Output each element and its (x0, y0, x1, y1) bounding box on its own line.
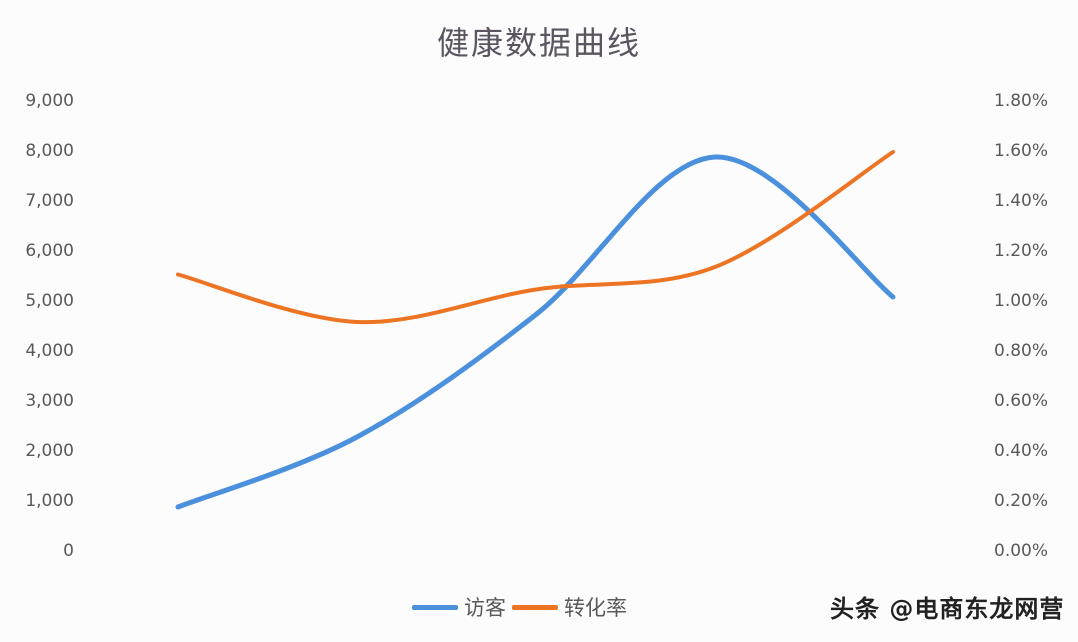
right-tick: 1.20% (994, 241, 1049, 261)
right-tick: 1.00% (994, 291, 1049, 311)
right-tick: 0.20% (994, 491, 1049, 511)
legend-swatch-visitors (412, 604, 458, 610)
left-tick: 5,000 (25, 291, 74, 311)
left-tick: 1,000 (25, 491, 74, 511)
legend-swatch-conversion (512, 604, 558, 610)
right-tick: 0.40% (994, 441, 1049, 461)
legend-item-visitors: 访客 (412, 592, 506, 622)
left-tick: 9,000 (25, 91, 74, 111)
legend-label: 访客 (464, 596, 506, 620)
right-tick: 1.40% (994, 191, 1049, 211)
left-tick: 3,000 (25, 391, 74, 411)
legend: 访客 转化率 (412, 592, 633, 622)
visitors-line (175, 154, 896, 510)
left-tick: 8,000 (25, 141, 74, 161)
watermark: 头条 @电商东龙网营 (830, 595, 1065, 623)
chart-title: 健康数据曲线 (436, 24, 641, 62)
right-tick: 0.00% (994, 541, 1049, 561)
right-tick: 0.60% (994, 391, 1049, 411)
right-tick: 1.60% (994, 141, 1049, 161)
legend-label: 转化率 (564, 596, 627, 620)
conversion-line (176, 150, 895, 325)
right-tick: 0.80% (994, 341, 1049, 361)
left-tick: 2,000 (25, 441, 74, 461)
left-tick: 6,000 (25, 241, 74, 261)
left-tick: 0 (63, 541, 74, 561)
right-tick: 1.80% (994, 91, 1049, 111)
left-tick: 4,000 (25, 341, 74, 361)
legend-item-conversion: 转化率 (512, 592, 627, 622)
left-tick: 7,000 (25, 191, 74, 211)
